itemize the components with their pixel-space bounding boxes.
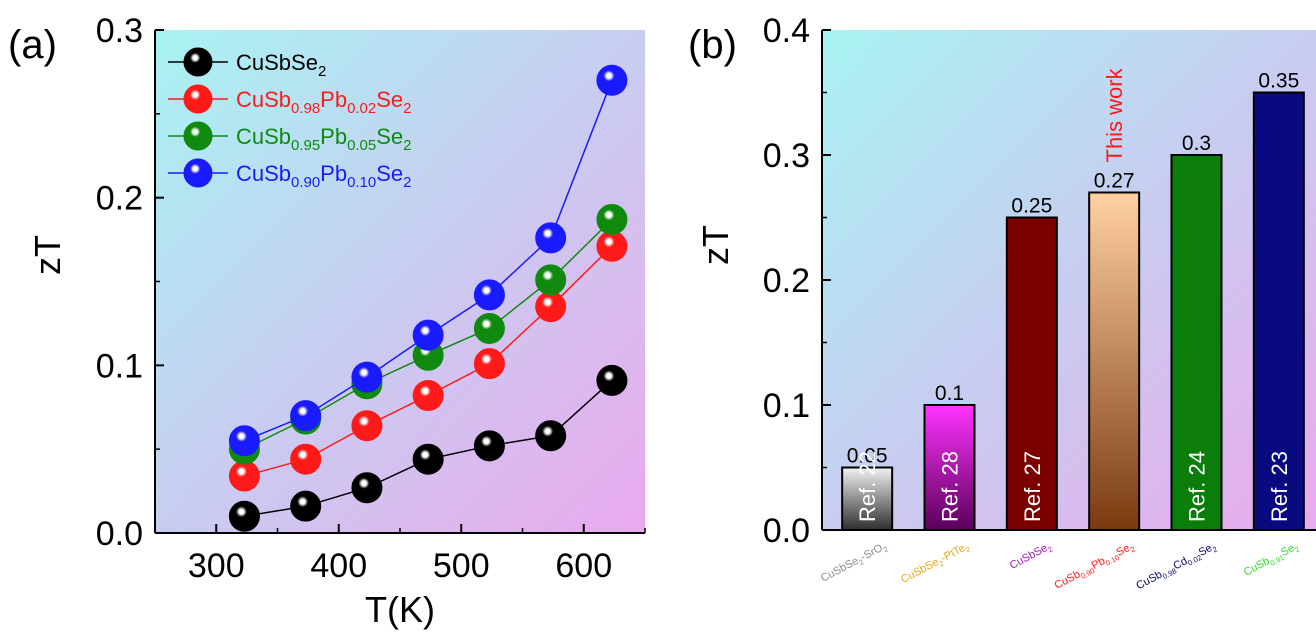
- b-bar-value-label: 0.1: [935, 382, 964, 405]
- b-category-label: CuSbSe2​-SrO2​: [819, 540, 890, 586]
- b-category-label: CuSb0.91​Se2​: [1242, 540, 1301, 580]
- a-legend-label: CuSbSe2​: [236, 50, 326, 80]
- b-y-tick-label: 0.2: [763, 262, 810, 300]
- a-legend-label: CuSb0.95​Pb0.05​Se2​: [236, 124, 411, 154]
- a-data-point: [596, 64, 628, 96]
- b-bar-reference-label: Ref. 24: [1185, 451, 1210, 522]
- a-data-point: [412, 380, 444, 412]
- panel-b-plot-background: [822, 30, 1316, 530]
- a-data-point: [290, 400, 322, 432]
- b-bar: [923, 404, 976, 531]
- a-x-tick-label: 300: [188, 547, 245, 585]
- a-x-tick-label: 500: [433, 547, 490, 585]
- a-legend-label: CuSb0.90​Pb0.10​Se2​: [236, 161, 411, 191]
- a-data-point: [290, 443, 322, 475]
- a-data-point: [412, 319, 444, 351]
- a-data-point: [351, 361, 383, 393]
- a-data-point: [228, 500, 260, 532]
- a-data-point: [228, 425, 260, 457]
- panel-a-xlabel: T(K): [365, 589, 435, 630]
- b-category-label: CuSb0.98​Cd0.02​Se2​: [1134, 540, 1219, 594]
- b-bar: [1005, 216, 1058, 531]
- a-data-point: [473, 312, 505, 344]
- a-legend-marker: [183, 158, 213, 188]
- b-bar-value-label: 0.3: [1182, 132, 1211, 155]
- a-data-point: [228, 460, 260, 492]
- panel-b-ylabel: zT: [695, 225, 736, 265]
- a-data-point: [596, 203, 628, 235]
- panel-a-legend: CuSbSe2​ CuSb0.98​Pb0.02​Se2​ CuSb0.95​Pb0…: [168, 47, 411, 191]
- a-y-tick-label: 0.1: [96, 347, 143, 385]
- b-bar: [1088, 191, 1141, 531]
- b-category-label: CuSbSe2​: [1008, 540, 1054, 574]
- a-data-point: [596, 230, 628, 262]
- a-legend-marker: [183, 121, 213, 151]
- b-bar-value-label: 0.05: [847, 445, 888, 468]
- b-y-tick-label: 0.4: [763, 12, 810, 50]
- a-x-tick-label: 400: [310, 547, 367, 585]
- panel-b-axes: 0.0 0.1 0.2 0.3 0.4: [763, 12, 1316, 550]
- a-data-point: [596, 364, 628, 396]
- a-data-point: [535, 420, 567, 452]
- a-data-point: [473, 279, 505, 311]
- a-y-tick-label: 0.3: [96, 12, 143, 50]
- b-y-tick-label: 0.3: [763, 137, 810, 175]
- a-y-tick-label: 0.2: [96, 180, 143, 218]
- a-legend-label: CuSb0.98​Pb0.02​Se2​: [236, 87, 411, 117]
- a-data-point: [351, 472, 383, 504]
- panel-a-series: [228, 64, 628, 532]
- b-y-tick-label: 0.1: [763, 387, 810, 425]
- b-bar-reference-label: Ref. 27: [1020, 451, 1045, 522]
- a-x-tick-label: 600: [555, 547, 612, 585]
- a-data-point: [412, 443, 444, 475]
- b-bar-reference-label: Ref. 22: [855, 451, 880, 522]
- b-y-tick-label: 0.0: [763, 512, 810, 550]
- b-category-label: CuSbSe2​-PtTe2​: [899, 540, 972, 588]
- panel-a-ylabel: zT: [27, 235, 68, 275]
- b-category-label: CuSb0.90​Pb0.10​Se2​: [1052, 540, 1136, 594]
- a-y-tick-label: 0.0: [96, 515, 143, 553]
- b-bar: [1170, 154, 1223, 531]
- panel-a-axes: 0.0 0.1 0.2 0.3 300 400 500 600: [96, 12, 646, 585]
- a-data-point: [535, 291, 567, 323]
- b-bar-value-label: 0.35: [1258, 70, 1299, 93]
- panel-b-label: (b): [688, 23, 737, 67]
- b-bar-reference-label: Ref. 28: [938, 451, 963, 522]
- a-data-point: [473, 430, 505, 462]
- b-bar: [841, 466, 894, 531]
- a-legend-marker: [183, 47, 213, 77]
- b-bar-value-label: 0.25: [1011, 195, 1052, 218]
- a-data-point: [535, 222, 567, 254]
- this-work-annotation: This work: [1102, 67, 1127, 162]
- b-bar-reference-label: Ref. 23: [1267, 451, 1292, 522]
- a-data-point: [290, 490, 322, 522]
- a-data-point: [473, 348, 505, 380]
- a-data-point: [535, 264, 567, 296]
- b-bar: [1252, 91, 1305, 531]
- panel-a-label: (a): [8, 23, 57, 67]
- a-legend-marker: [183, 84, 213, 114]
- a-data-point: [351, 410, 383, 442]
- b-bar-value-label: 0.27: [1094, 170, 1135, 193]
